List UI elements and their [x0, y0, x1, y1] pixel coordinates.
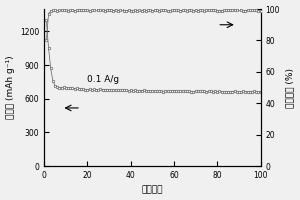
Y-axis label: 比容量 (mAh g⁻¹): 比容量 (mAh g⁻¹): [6, 56, 15, 119]
X-axis label: 循环次数: 循环次数: [142, 185, 163, 194]
Y-axis label: 库仓效率 (%): 库仓效率 (%): [285, 68, 294, 108]
Text: 0.1 A/g: 0.1 A/g: [88, 75, 120, 84]
